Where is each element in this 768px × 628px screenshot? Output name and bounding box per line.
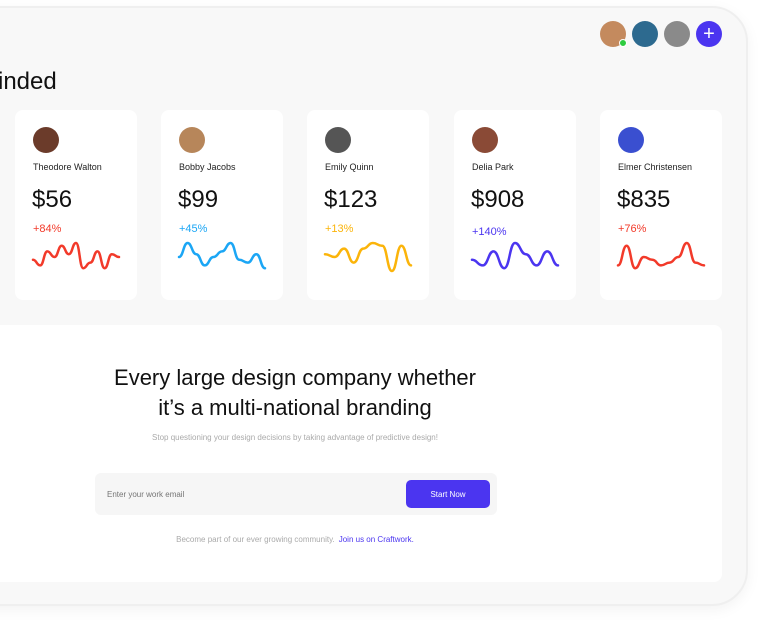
- sparkline-path: [31, 241, 121, 270]
- footer-text: Become part of our ever growing communit…: [0, 535, 590, 544]
- avatar[interactable]: [632, 21, 658, 47]
- amount: $835: [617, 186, 671, 213]
- change-percent: +45%: [179, 223, 208, 235]
- promo-headline-2: it’s a multi-national branding: [158, 395, 432, 420]
- change-percent: +13%: [325, 223, 354, 235]
- avatar: [179, 127, 205, 153]
- avatar: [325, 127, 351, 153]
- amount: $99: [178, 186, 219, 213]
- sparkline-path: [616, 241, 706, 270]
- email-input[interactable]: [107, 473, 387, 515]
- user-name: Emily Quinn: [325, 162, 374, 172]
- sparkline: [470, 241, 560, 270]
- sparkline: [177, 241, 267, 270]
- user-card[interactable]: Emily Quinn $123 +13%: [307, 110, 429, 300]
- change-percent: +76%: [618, 223, 647, 235]
- promo-headline: Every large design company whether: [114, 365, 476, 390]
- user-name: Elmer Christensen: [618, 162, 693, 172]
- user-name: Bobby Jacobs: [179, 162, 236, 172]
- signup-form: Start Now: [95, 473, 497, 515]
- join-link[interactable]: Join us on Craftwork.: [338, 535, 414, 544]
- sparkline-path: [470, 241, 560, 270]
- online-status-icon: [619, 39, 627, 47]
- user-name: Delia Park: [472, 162, 514, 172]
- add-member-button[interactable]: +: [696, 21, 722, 47]
- footer-label: Become part of our ever growing communit…: [176, 535, 335, 544]
- avatar: [472, 127, 498, 153]
- avatar: [618, 127, 644, 153]
- avatar[interactable]: [664, 21, 690, 47]
- promo-panel: Every large design company whether it’s …: [0, 325, 722, 582]
- sparkline: [616, 241, 706, 270]
- amount: $123: [324, 186, 378, 213]
- sparkline: [323, 241, 413, 273]
- user-card[interactable]: Theodore Walton $56 +84%: [15, 110, 137, 300]
- sparkline-path: [177, 241, 267, 270]
- avatar[interactable]: [600, 21, 627, 47]
- user-card[interactable]: Elmer Christensen $835 +76%: [600, 110, 722, 300]
- avatar: [33, 127, 59, 153]
- promo-subtitle: Stop questioning your design decisions b…: [152, 433, 438, 442]
- page-title: inded: [0, 68, 57, 95]
- user-card[interactable]: Delia Park $908 +140%: [454, 110, 576, 300]
- amount: $908: [471, 186, 525, 213]
- sparkline-path: [323, 241, 413, 273]
- change-percent: +84%: [33, 223, 62, 235]
- sparkline: [31, 241, 121, 270]
- user-card[interactable]: Bobby Jacobs $99 +45%: [161, 110, 283, 300]
- user-name: Theodore Walton: [33, 162, 102, 172]
- team-avatars: +: [600, 21, 722, 47]
- start-now-button[interactable]: Start Now: [406, 480, 490, 508]
- amount: $56: [32, 186, 73, 213]
- change-percent: +140%: [472, 226, 507, 238]
